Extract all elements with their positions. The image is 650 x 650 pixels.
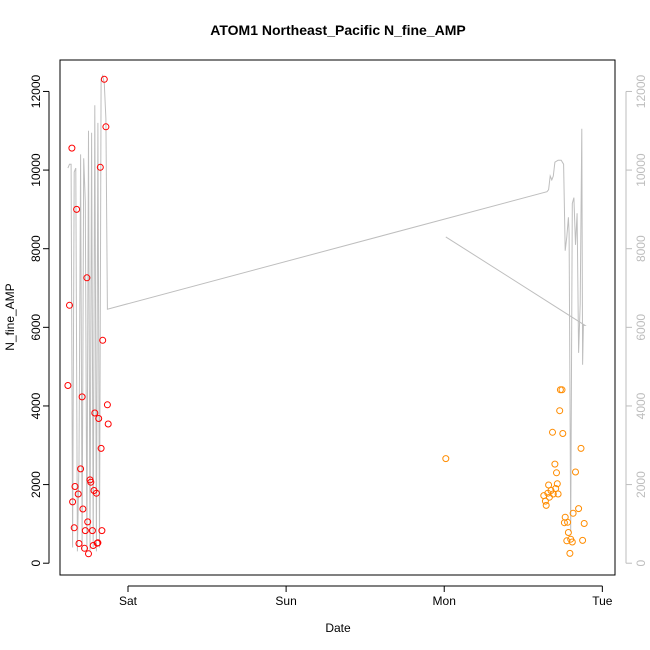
- data-point-s1-17: [85, 550, 92, 558]
- data-point-s1-35: [104, 420, 112, 428]
- data-point-s1-34: [103, 401, 111, 409]
- data-point-s1-9: [75, 540, 83, 547]
- right-tick-label: 12000: [634, 74, 648, 108]
- data-point-s1-23: [91, 409, 99, 417]
- data-point-s1-29: [97, 444, 105, 452]
- left-tick-label: 8000: [29, 235, 43, 262]
- x-axis: Sat Sun Mon Tue: [119, 585, 613, 608]
- data-point-s1-27: [95, 415, 103, 422]
- data-point-s1-6: [71, 483, 79, 490]
- left-tick-label: 10000: [29, 153, 43, 187]
- data-point-s1-31: [99, 336, 107, 344]
- data-point-s2-1: [442, 455, 450, 463]
- data-point-s1-19: [87, 478, 95, 486]
- data-point-s2-28: [569, 509, 577, 517]
- data-point-s1-2: [66, 301, 73, 309]
- data-point-s1-15: [83, 274, 91, 282]
- data-point-s2-29: [572, 468, 579, 476]
- data-point-s2-23: [564, 518, 572, 526]
- x-tick-label: Mon: [433, 594, 456, 608]
- points-layer: [64, 75, 588, 558]
- right-tick-label: 0: [634, 560, 648, 567]
- data-point-s2-4: [542, 501, 550, 509]
- data-point-s1-24: [92, 489, 100, 497]
- right-tick-label: 6000: [634, 314, 648, 341]
- data-point-s1-32: [100, 75, 108, 83]
- data-point-s2-3: [541, 497, 549, 505]
- left-tick-label: 12000: [29, 74, 43, 108]
- plot-frame: [59, 59, 616, 576]
- data-point-s2-33: [580, 520, 588, 527]
- data-point-s2-30: [575, 505, 583, 513]
- x-tick-label: Tue: [592, 594, 613, 608]
- data-point-s1-20: [88, 527, 96, 535]
- left-tick-label: 6000: [29, 314, 43, 341]
- right-tick-label: 10000: [634, 153, 648, 187]
- right-tick-label: 2000: [634, 471, 648, 498]
- data-point-s1-11: [78, 393, 86, 401]
- left-tick-label: 4000: [29, 392, 43, 419]
- data-point-s1-16: [84, 518, 92, 526]
- data-point-s2-27: [568, 538, 576, 546]
- data-point-s1-13: [81, 544, 88, 552]
- data-point-s1-26: [94, 539, 102, 547]
- data-point-s2-7: [545, 493, 553, 501]
- data-point-s2-24: [564, 529, 572, 536]
- data-point-s2-25: [566, 549, 574, 557]
- data-point-s2-31: [577, 444, 585, 452]
- data-point-s1-28: [96, 163, 104, 171]
- data-point-s2-14: [553, 480, 561, 488]
- data-point-s1-8: [74, 490, 82, 498]
- x-tick-label: Sat: [119, 594, 138, 608]
- data-point-s2-18: [558, 386, 566, 394]
- data-point-s1-30: [98, 527, 106, 535]
- left-axis: 0 2000 4000 6000 8000 10000 12000: [29, 74, 50, 567]
- series-line-1: [67, 73, 587, 552]
- chart-title: ATOM1 Northeast_Pacific N_fine_AMP: [210, 22, 465, 38]
- right-axis: 0 2000 4000 6000 8000 10000 12000: [625, 74, 648, 567]
- data-point-s2-22: [563, 537, 571, 545]
- y-axis-label: N_fine_AMP: [3, 283, 17, 350]
- left-tick-label: 2000: [29, 471, 43, 498]
- data-point-s1-7: [73, 205, 81, 213]
- data-point-s2-32: [579, 536, 587, 544]
- data-point-s2-19: [559, 430, 567, 437]
- data-point-s1-12: [79, 505, 87, 513]
- data-point-s1-4: [69, 498, 77, 506]
- data-point-s1-33: [102, 123, 110, 131]
- right-tick-label: 8000: [634, 235, 648, 262]
- data-point-s1-10: [77, 465, 85, 473]
- data-point-s2-9: [549, 428, 556, 436]
- right-tick-label: 4000: [634, 392, 648, 419]
- data-point-s1-3: [68, 144, 76, 152]
- data-point-s2-11: [551, 460, 559, 468]
- line-layer: [67, 73, 587, 552]
- data-point-s1-5: [70, 524, 78, 532]
- data-point-s2-15: [554, 490, 562, 498]
- data-point-s2-8: [547, 487, 555, 494]
- data-point-s2-13: [553, 469, 560, 477]
- data-point-s1-1: [64, 382, 72, 389]
- data-point-s1-14: [81, 527, 89, 535]
- x-tick-label: Sun: [275, 594, 296, 608]
- data-point-s2-16: [556, 407, 564, 415]
- x-axis-label: Date: [325, 621, 351, 635]
- left-tick-label: 0: [29, 560, 43, 567]
